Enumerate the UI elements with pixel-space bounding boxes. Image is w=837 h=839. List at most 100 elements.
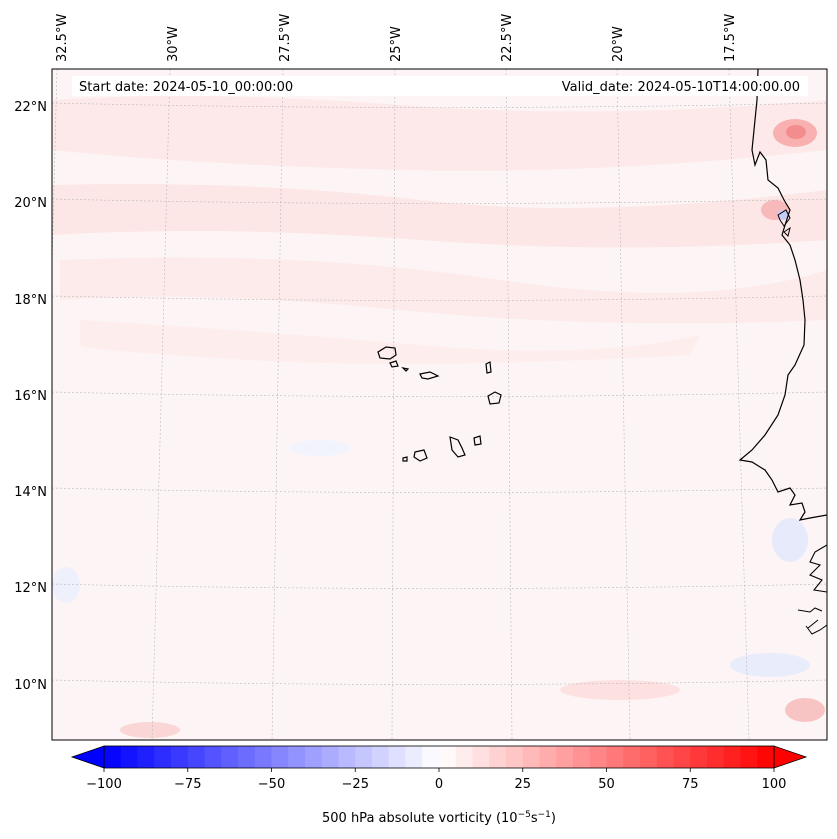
valid-date-label: Valid_date: 2024-05-10T14:00:00.00 <box>562 80 800 95</box>
colorbar-cell <box>556 746 574 768</box>
colorbar-cell <box>640 746 658 768</box>
negative-blob-islands <box>290 440 350 456</box>
colorbar-cell <box>154 746 172 768</box>
lon-label-17-5w: 17.5°W <box>723 14 738 62</box>
positive-core-ne-inner <box>786 125 806 139</box>
colorbar-tick-label: −75 <box>174 777 201 792</box>
colorbar-cell <box>288 746 306 768</box>
colorbar-cell <box>723 746 741 768</box>
vorticity-field <box>52 96 827 738</box>
lat-label-20n: 20°N <box>14 196 47 211</box>
coastline-banc-arguin <box>777 209 791 237</box>
colorbar-cells <box>104 746 775 768</box>
colorbar-cell <box>104 746 122 768</box>
map-panel <box>52 69 827 740</box>
colorbar-cell <box>573 746 591 768</box>
island-sao-vicente <box>389 360 399 368</box>
colorbar: −100 −75 −50 −25 0 25 50 75 100 500 hPa absolute… <box>70 745 808 826</box>
colorbar-label-exp2: −1 <box>538 810 551 820</box>
colorbar-cell <box>589 746 607 768</box>
colorbar-cell <box>405 746 423 768</box>
island-maio <box>473 435 482 446</box>
colorbar-label: 500 hPa absolute vorticity (10−5s−1) <box>322 810 556 826</box>
colorbar-cell <box>522 746 540 768</box>
island-santo-antao <box>377 346 397 360</box>
colorbar-cell <box>656 746 674 768</box>
start-date-label: Start date: 2024-05-10_00:00:00 <box>79 80 293 95</box>
map-background <box>52 69 827 740</box>
parallel-22n <box>52 102 827 108</box>
lat-label-18n: 18°N <box>14 293 47 308</box>
colorbar-cell <box>204 746 222 768</box>
island-sao-nicolau <box>419 371 440 380</box>
lat-label-12n: 12°N <box>14 581 47 596</box>
colorbar-cell <box>489 746 507 768</box>
colorbar-cell <box>623 746 641 768</box>
colorbar-cell <box>120 746 138 768</box>
colorbar-cell <box>171 746 189 768</box>
island-santa-luzia <box>401 367 410 372</box>
colorbar-tick-label: 50 <box>598 777 615 792</box>
colorbar-cell <box>673 746 691 768</box>
african-coastline <box>738 69 827 521</box>
colorbar-label-mid: s <box>531 811 538 826</box>
colorbar-cell <box>238 746 256 768</box>
positive-core-se <box>785 698 825 722</box>
parallel-12n <box>52 583 827 589</box>
lat-label-14n: 14°N <box>14 485 47 500</box>
positive-blob-sw <box>120 722 180 738</box>
map-frame <box>51 68 828 741</box>
colorbar-cell <box>606 746 624 768</box>
colorbar-label-main: 500 hPa absolute vorticity (10 <box>322 811 518 826</box>
colorbar-tick-label: −50 <box>258 777 285 792</box>
colorbar-cell <box>422 746 440 768</box>
lon-label-30w: 30°W <box>166 26 181 62</box>
colorbar-cell <box>338 746 356 768</box>
colorbar-cell <box>372 746 390 768</box>
positive-band-mid <box>52 184 827 248</box>
colorbar-label-end: ) <box>551 811 556 826</box>
colorbar-cell <box>271 746 289 768</box>
colorbar-tick-label: 75 <box>682 777 699 792</box>
colorbar-tick-label: 0 <box>435 777 443 792</box>
colorbar-ticks: −100 −75 −50 −25 0 25 50 75 100 <box>86 768 786 792</box>
positive-band-north <box>52 96 827 171</box>
colorbar-cell <box>539 746 557 768</box>
parallel-10n <box>52 679 827 685</box>
positive-band-south <box>80 320 700 364</box>
colorbar-cell <box>355 746 373 768</box>
colorbar-tick-label: −25 <box>342 777 369 792</box>
island-fogo <box>413 449 428 462</box>
parallel-20n <box>52 198 827 204</box>
colorbar-cell <box>707 746 725 768</box>
colorbar-extend-min <box>70 745 105 769</box>
colorbar-cell <box>221 746 239 768</box>
colorbar-label-exp1: −5 <box>518 810 531 820</box>
lat-label-16n: 16°N <box>14 389 47 404</box>
coastline-guinea <box>809 544 827 593</box>
coastline-bijagos <box>797 607 827 635</box>
cape-verde-islands <box>377 346 502 462</box>
colorbar-cell <box>472 746 490 768</box>
lon-label-32-5w: 32.5°W <box>55 14 70 62</box>
island-sal <box>485 361 492 374</box>
colorbar-tick-label: −100 <box>86 777 122 792</box>
lon-label-25w: 25°W <box>389 26 404 62</box>
negative-blob-w <box>52 567 80 603</box>
colorbar-cell <box>305 746 323 768</box>
colorbar-tick-label: 25 <box>514 777 531 792</box>
lon-label-22-5w: 22.5°W <box>500 14 515 62</box>
parallel-16n <box>52 391 827 397</box>
parallel-18n <box>52 295 827 301</box>
positive-blob-s <box>560 680 680 700</box>
colorbar-cell <box>321 746 339 768</box>
lat-label-10n: 10°N <box>14 678 47 693</box>
colorbar-cell <box>254 746 272 768</box>
colorbar-cell <box>757 746 775 768</box>
lon-label-27-5w: 27.5°W <box>278 14 293 62</box>
colorbar-cell <box>506 746 524 768</box>
colorbar-cell <box>439 746 457 768</box>
negative-blob-coast <box>772 518 808 562</box>
colorbar-cell <box>388 746 406 768</box>
